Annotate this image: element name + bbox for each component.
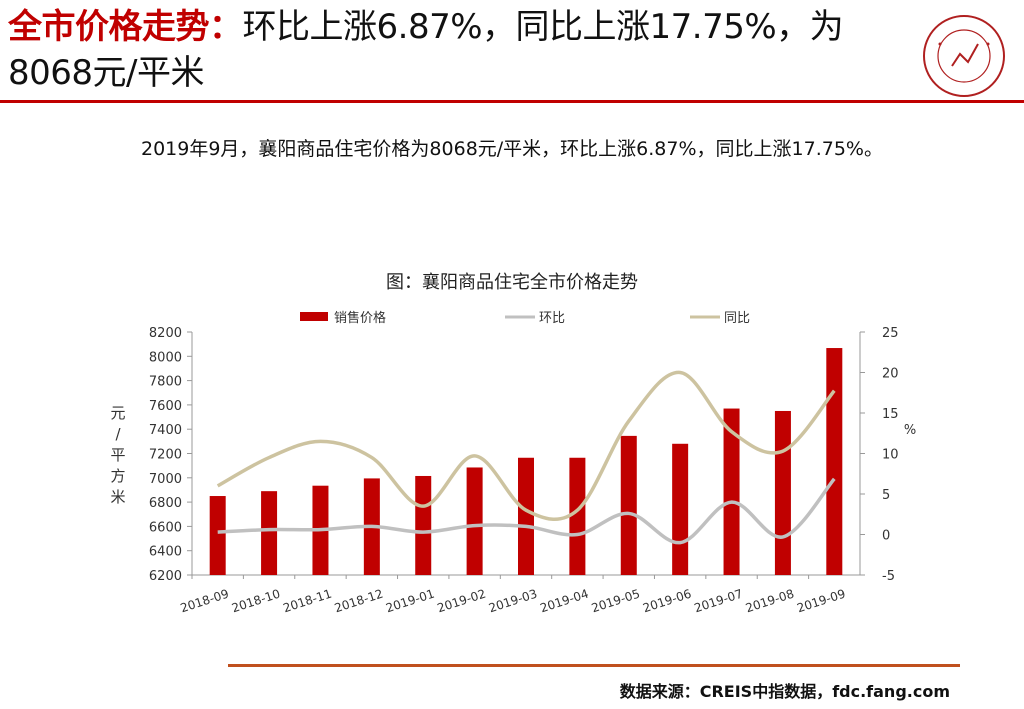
price-bar <box>672 443 689 575</box>
x-tick-label: 2019-06 <box>641 587 693 616</box>
x-tick-label: 2019-01 <box>384 587 436 616</box>
y-right-tick-label: 25 <box>882 326 899 341</box>
x-tick-label: 2019-02 <box>436 587 488 616</box>
y-left-tick-label: 7200 <box>149 448 182 463</box>
title-highlight: 全市价格走势： <box>8 7 243 47</box>
price-bar <box>415 475 432 575</box>
page-title: 全市价格走势：环比上涨6.87%，同比上涨17.75%，为8068元/平米 <box>8 4 888 96</box>
footer-rule <box>228 664 960 667</box>
price-bar <box>620 435 637 575</box>
legend-label: 环比 <box>539 311 565 326</box>
y-right-axis-label: % <box>904 423 916 438</box>
price-bar <box>209 496 226 575</box>
y-left-tick-label: 7600 <box>149 399 182 414</box>
y-right-tick-label: 10 <box>882 448 899 463</box>
y-left-axis-label: 米 <box>110 488 125 506</box>
x-tick-label: 2019-07 <box>692 587 744 616</box>
data-source: 数据来源：CREIS中指数据，fdc.fang.com <box>619 682 950 701</box>
x-tick-label: 2019-04 <box>538 587 590 616</box>
y-left-tick-label: 6400 <box>149 545 182 560</box>
y-left-tick-label: 6200 <box>149 569 182 584</box>
price-bar <box>518 457 534 575</box>
y-left-axis-label: / <box>115 425 121 443</box>
y-left-tick-label: 7800 <box>149 375 182 390</box>
x-tick-label: 2019-05 <box>590 587 642 616</box>
legend-label: 销售价格 <box>334 310 386 326</box>
price-bar <box>723 408 740 575</box>
y-left-tick-label: 7000 <box>149 472 182 487</box>
y-right-tick-label: 5 <box>882 488 890 503</box>
x-tick-label: 2018-11 <box>281 587 333 616</box>
y-left-axis-label: 平 <box>110 446 125 464</box>
y-left-tick-label: 8000 <box>149 350 182 365</box>
y-left-tick-label: 7400 <box>149 423 182 438</box>
y-right-tick-label: 15 <box>882 407 899 422</box>
y-left-axis-label: 元 <box>110 404 125 422</box>
y-right-tick-label: 0 <box>882 529 890 544</box>
x-tick-label: 2018-09 <box>179 587 231 616</box>
x-tick-label: 2019-03 <box>487 587 539 616</box>
y-left-tick-label: 6600 <box>149 520 182 535</box>
price-bar <box>466 467 483 575</box>
y-right-tick-label: 20 <box>882 367 899 382</box>
x-tick-label: 2018-12 <box>333 587 385 616</box>
x-tick-label: 2019-09 <box>795 587 847 616</box>
y-left-tick-label: 8200 <box>149 326 182 341</box>
x-tick-label: 2019-08 <box>744 587 796 616</box>
legend-label: 同比 <box>724 311 750 326</box>
y-left-axis-label: 方 <box>110 467 125 485</box>
price-bar <box>569 457 586 575</box>
price-bar <box>261 491 278 575</box>
summary-text: 2019年9月，襄阳商品住宅价格为8068元/平米，环比上涨6.87%，同比上涨… <box>140 138 883 160</box>
y-right-tick-label: -5 <box>882 569 895 584</box>
price-trend-chart: 6200 6400 6600 6800 7000 7200 7400 7600 7800 8000… <box>110 310 916 616</box>
legend-swatch <box>300 312 328 321</box>
chart-title: 图：襄阳商品住宅全市价格走势 <box>386 272 638 293</box>
x-tick-label: 2018-10 <box>230 587 282 616</box>
title-rest: 环比上涨6.87%，同比上涨17.75%，为8068元/平米 <box>8 7 844 93</box>
price-bar <box>774 410 791 575</box>
price-bar <box>826 348 843 575</box>
academy-logo <box>923 15 1005 97</box>
y-left-tick-label: 6800 <box>149 496 182 511</box>
title-rule <box>0 100 1024 103</box>
